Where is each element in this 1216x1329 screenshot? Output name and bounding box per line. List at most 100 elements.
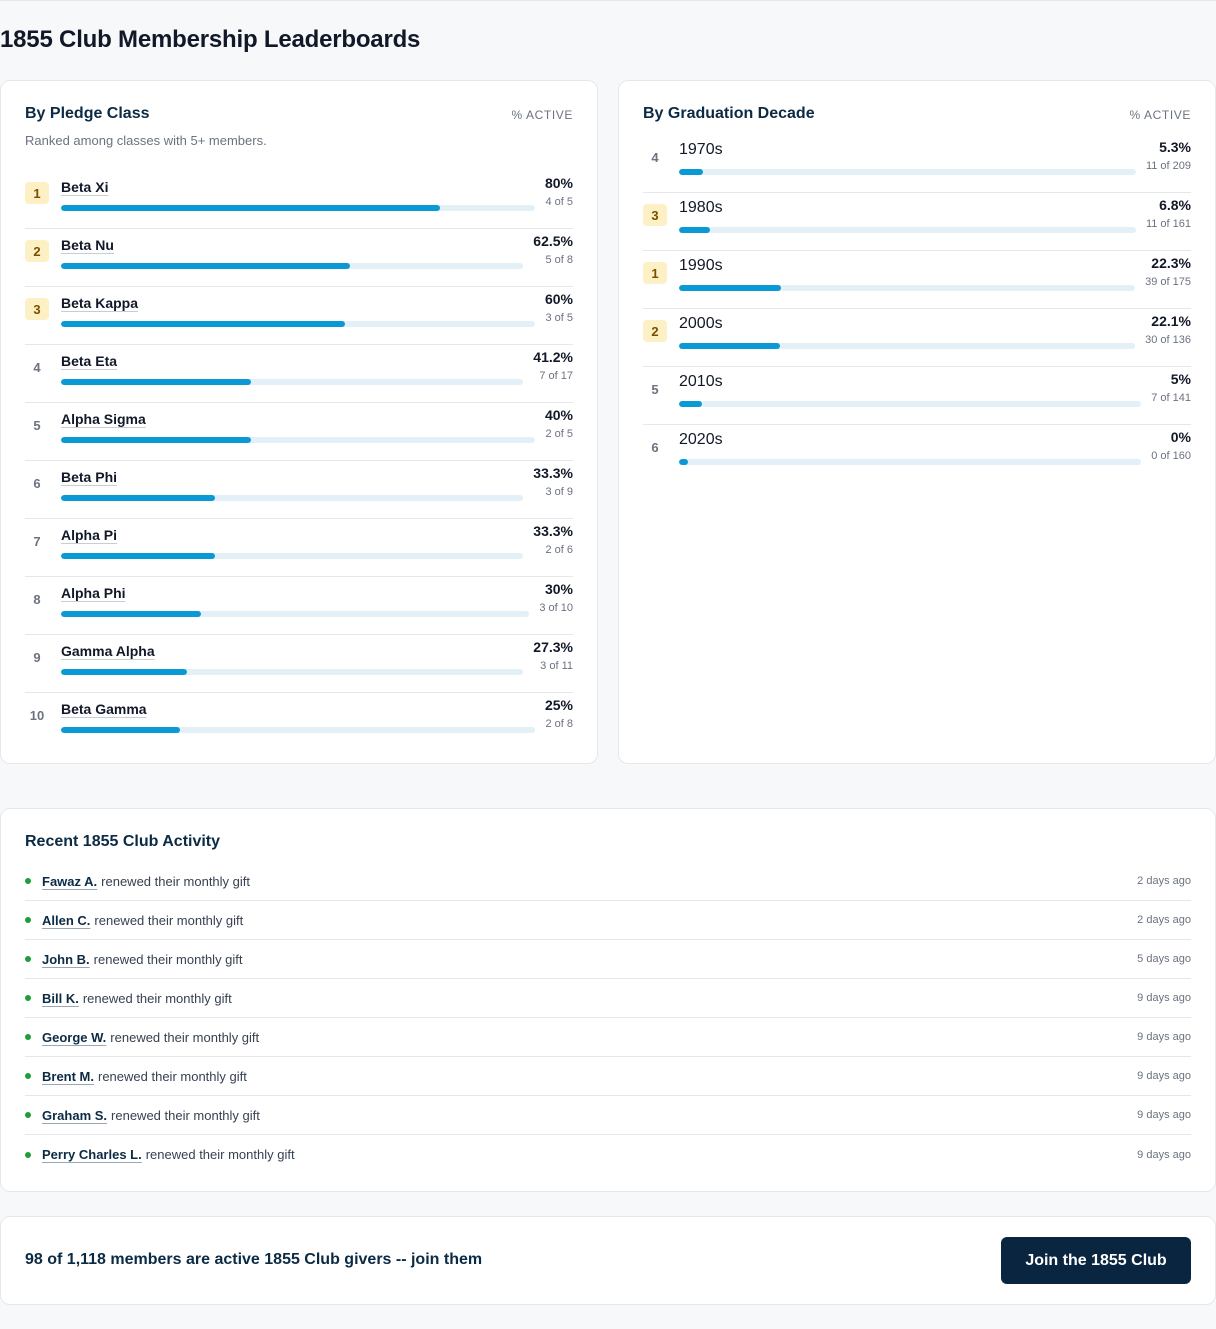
row-name-link[interactable]: Beta Eta [61,353,118,369]
activity-item: Bill K. renewed their monthly gift 9 days … [25,979,1191,1018]
progress-fill [61,379,252,385]
rank-number: 10 [29,707,45,723]
leaderboard-row: 6 Beta Phi 33.3% 3 of 9 [25,461,573,519]
active-count: 0 of 160 [1151,450,1191,462]
leaderboard-row: 8 Alpha Phi 30% 3 of 10 [25,577,573,635]
rank-number: 6 [651,439,659,455]
percent-active: 33.3% [533,523,573,539]
progress-track [679,227,1136,233]
active-count: 5 of 8 [545,254,573,266]
cta-text: 98 of 1,118 members are active 1855 Club… [25,1251,483,1268]
progress-fill [679,227,711,233]
activity-description: renewed their monthly gift [110,1029,260,1045]
activity-description: renewed their monthly gift [101,873,251,889]
top-divider [0,0,1216,2]
percent-active: 5% [1170,371,1191,387]
progress-track [61,437,535,443]
active-count: 11 of 209 [1145,160,1191,172]
progress-fill [61,495,215,501]
pledge-card-subtitle: Ranked among classes with 5+ members. [25,133,267,148]
percent-active: 6.8% [1159,197,1191,213]
active-count: 3 of 5 [545,312,573,324]
member-name-link[interactable]: Graham S. [42,1107,108,1123]
row-name-link[interactable]: Beta Nu [61,237,114,253]
progress-fill [61,437,251,443]
activity-timestamp: 9 days ago [1137,1070,1191,1082]
activity-description: renewed their monthly gift [98,1068,247,1084]
active-count: 3 of 11 [540,660,573,672]
progress-track [679,169,1136,175]
progress-fill [61,205,441,211]
leaderboard-row: 4 1970s 5.3% 11 of 209 [643,135,1191,193]
activity-description: renewed their monthly gift [94,912,244,928]
rank-badge: 2 [25,240,49,262]
row-name-link[interactable]: Beta Phi [61,469,118,485]
row-name-link[interactable]: Gamma Alpha [61,643,155,659]
progress-track [61,495,523,501]
row-name-link[interactable]: 2020s [679,431,723,448]
active-count: 39 of 175 [1145,276,1191,288]
row-name-link[interactable]: 1990s [679,257,723,274]
status-dot-icon [25,878,31,884]
row-name-link[interactable]: Alpha Pi [61,527,118,543]
percent-active: 30% [544,581,573,597]
progress-track [61,263,523,269]
activity-item: Brent M. renewed their monthly gift 9 days… [25,1057,1191,1096]
member-name-link[interactable]: Perry Charles L. [42,1147,142,1162]
progress-track [679,401,1141,407]
progress-track [61,205,535,211]
activity-timestamp: 2 days ago [1137,914,1191,926]
progress-track [679,285,1135,291]
active-count: 3 of 10 [539,602,573,614]
member-name-link[interactable]: Allen C. [42,912,91,928]
member-name-link[interactable]: Fawaz A. [42,873,98,889]
row-name-link[interactable]: Beta Xi [61,179,109,195]
leaderboard-row: 2 Beta Nu 62.5% 5 of 8 [25,229,573,287]
percent-active: 0% [1170,429,1191,445]
activity-description: renewed their monthly gift [82,990,232,1006]
leaderboard-row: 3 1980s 6.8% 11 of 161 [643,193,1191,251]
activity-timestamp: 9 days ago [1137,992,1191,1004]
recent-activity-card: Recent 1855 Club Activity Fawaz A. renewe… [0,808,1216,1192]
rank-number: 8 [33,591,41,607]
activity-description: renewed their monthly gift [145,1147,295,1162]
progress-track [61,321,535,327]
active-count: 7 of 17 [539,370,573,382]
row-name-link[interactable]: Alpha Sigma [61,411,146,427]
activity-item: Allen C. renewed their monthly gift 2 days… [25,901,1191,940]
row-name-link[interactable]: 2000s [679,315,723,332]
member-name-link[interactable]: George W. [42,1029,107,1045]
member-name-link[interactable]: John B. [42,951,90,967]
leaderboard-row: 2 2000s 22.1% 30 of 136 [643,309,1191,367]
progress-fill [679,401,703,407]
rank-badge: 3 [25,298,49,320]
row-name-link[interactable]: Alpha Phi [61,585,126,601]
activity-item: Graham S. renewed their monthly gift 9 day… [25,1096,1191,1135]
status-dot-icon [25,1112,31,1118]
percent-active: 80% [544,175,573,191]
progress-fill [679,459,688,465]
row-name-link[interactable]: 2010s [679,373,723,390]
progress-fill [679,285,781,291]
activity-item: George W. renewed their monthly gift 9 day… [25,1018,1191,1057]
join-club-button[interactable]: Join the 1855 Club [1001,1237,1191,1284]
rank-number: 7 [33,533,41,549]
row-name-link[interactable]: Beta Kappa [61,295,139,311]
graduation-leaderboard-list: 4 1970s 5.3% 11 of 209 3 1980s 6.8% 11 of 161 1 1… [643,135,1191,483]
active-count: 11 of 161 [1145,218,1191,230]
row-name-link[interactable]: Beta Gamma [61,701,147,717]
row-name-link[interactable]: 1980s [679,199,723,216]
progress-fill [61,611,202,617]
progress-fill [61,321,346,327]
progress-track [679,459,1141,465]
member-name-link[interactable]: Bill K. [42,990,79,1006]
progress-track [61,669,523,675]
progress-fill [61,263,350,269]
leaderboard-row: 4 Beta Eta 41.2% 7 of 17 [25,345,573,403]
leaderboard-row: 7 Alpha Pi 33.3% 2 of 6 [25,519,573,577]
member-name-link[interactable]: Brent M. [42,1068,94,1084]
activity-item: John B. renewed their monthly gift 5 days … [25,940,1191,979]
rank-number: 4 [651,149,659,165]
row-name-link[interactable]: 1970s [679,141,723,158]
status-dot-icon [25,1151,31,1158]
